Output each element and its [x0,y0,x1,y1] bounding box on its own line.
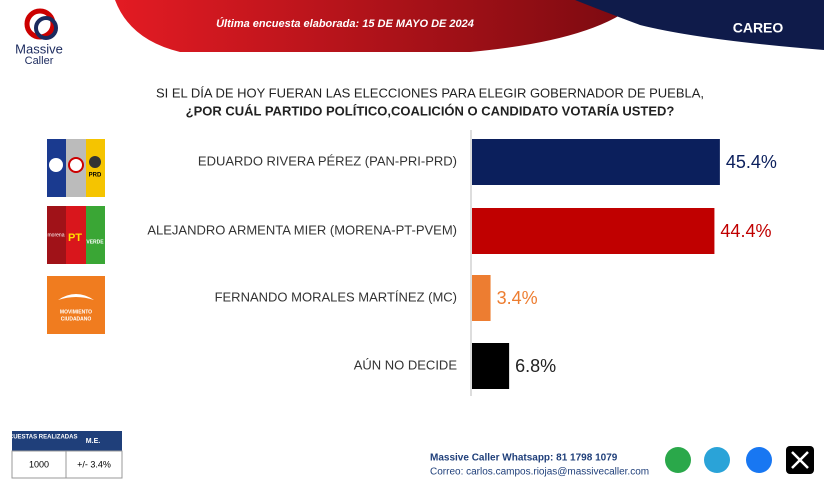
logo-text: CIUDADANO [61,316,92,322]
value-label: 44.4% [720,221,771,241]
logo-text: VERDE [86,239,104,245]
logo-pan-pri-prd: PRD [47,139,105,197]
logo-emblem [58,294,94,300]
tag: CAREO [733,20,784,36]
chart-subtitle: ¿POR CUÁL PARTIDO POLÍTICO,COALICIÓN O C… [186,103,675,118]
logo-morena-pt-pvem: morena PT VERDE [47,206,105,264]
logo-tile [86,206,105,264]
logo-mc: MOVIMIENTO CIUDADANO [47,276,105,334]
table-header-text: ENCUESTAS REALIZADAS [1,435,78,441]
logo-text: Massive [15,41,63,56]
value-label: 45.4% [726,152,777,172]
bar [472,139,720,185]
footer-table: ENCUESTAS REALIZADAS M.E. 1000 +/- 3.4% [1,431,123,479]
whatsapp: Massive Caller Whatsapp: 81 1798 1079 [430,453,618,464]
facebook-icon[interactable] [746,447,772,473]
survey-date: Última encuesta elaborada: 15 DE MAYO DE… [216,17,474,30]
logo-text: PT [68,232,82,244]
header-corner [575,0,824,50]
logo-text: morena [48,232,65,238]
logo-tile [66,206,86,264]
x-glyph [791,451,809,469]
logo-tile [47,276,105,334]
header-band [115,0,640,52]
category-label: ALEJANDRO ARMENTA MIER (MORENA-PT-PVEM) [147,222,457,237]
table-header-text: M.E. [86,438,100,445]
value-label: 6.8% [515,356,556,376]
chart-title: SI EL DÍA DE HOY FUERAN LAS ELECCIONES P… [156,85,704,100]
logo-text: Caller [25,55,54,67]
table-cell: +/- 3.4% [77,459,111,469]
logo-emblem [68,157,84,173]
telegram-icon[interactable] [704,447,730,473]
category-label: FERNANDO MORALES MARTÍNEZ (MC) [215,289,457,304]
logo-text: MOVIMIENTO [60,309,92,315]
email: Correo: carlos.campos.riojas@massivecall… [430,467,649,478]
bar [472,343,510,389]
category-label: EDUARDO RIVERA PÉREZ (PAN-PRI-PRD) [198,153,457,168]
value-label: 3.4% [497,288,538,308]
logo-text: PRD [89,173,102,179]
logo-emblem [89,156,101,168]
bar [472,208,715,254]
table-row [11,450,123,479]
logo-mark [34,16,58,40]
bar [472,275,491,321]
logo-emblem [49,158,63,172]
whatsapp-icon[interactable] [665,447,691,473]
table-header [12,431,122,451]
category-label: AÚN NO DECIDE [354,357,458,372]
logo-tile [86,139,105,197]
table-cell: 1000 [29,459,49,469]
